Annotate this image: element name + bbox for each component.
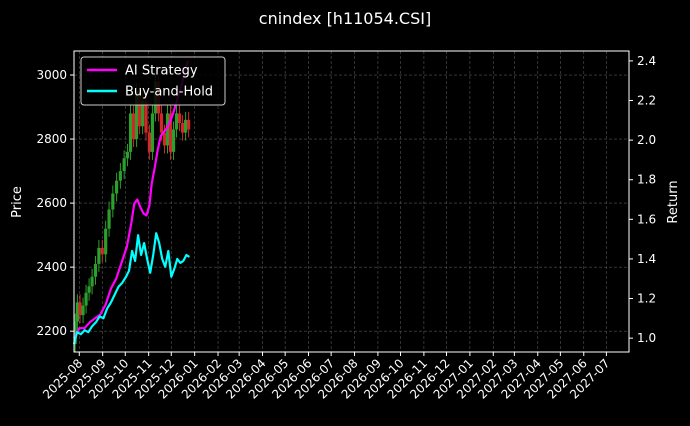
price-candle (84, 292, 88, 306)
price-candle (128, 113, 133, 152)
price-candle (134, 91, 139, 140)
chart-title: cnindex [h11054.CSI] (259, 9, 431, 28)
price-candle (75, 302, 79, 322)
y-axis-right: 1.0 1.2 1.4 1.6 1.8 2.0 2.2 2.4 (629, 54, 656, 345)
y-right-tick-label: 2.0 (637, 133, 656, 147)
y-axis-right-label: Return (666, 180, 681, 223)
y-right-tick-label: 1.8 (637, 173, 656, 187)
price-candle (180, 123, 185, 133)
price-candle (147, 132, 152, 152)
price-candle (87, 286, 91, 293)
x-axis: 2025-082025-092025-102025-112025-122026-… (40, 352, 612, 402)
price-candle (118, 171, 122, 181)
y-left-tick-label: 2600 (36, 196, 67, 210)
price-candle (174, 113, 179, 130)
price-candle (171, 129, 176, 152)
price-candle (93, 263, 98, 277)
legend-label: Buy-and-Hold (125, 85, 213, 100)
y-right-tick-label: 2.2 (637, 94, 656, 108)
y-left-tick-label: 2200 (36, 324, 67, 338)
y-left-tick-label: 3000 (36, 68, 67, 82)
price-candle (184, 119, 188, 133)
price-candle (90, 276, 94, 287)
price-candle (104, 228, 108, 255)
price-candle (78, 302, 82, 316)
price-candle (138, 91, 142, 127)
price-candle (73, 321, 77, 344)
y-right-tick-label: 1.2 (637, 292, 656, 306)
return-series (72, 60, 190, 345)
price-candle (131, 113, 136, 140)
y-left-tick-label: 2400 (36, 260, 67, 274)
price-candle (125, 151, 130, 159)
series-line-ai-strategy (73, 60, 189, 339)
plot-frame (73, 50, 630, 353)
price-candle (100, 247, 104, 255)
legend: AI Strategy Buy-and-Hold (80, 56, 226, 106)
price-candle (141, 100, 145, 127)
y-axis-left-label: Price (10, 186, 25, 218)
price-candle (187, 119, 191, 130)
price-candle (111, 193, 115, 210)
y-right-tick-label: 1.0 (637, 331, 656, 345)
price-candle (107, 209, 111, 229)
y-right-tick-label: 1.6 (637, 212, 656, 226)
price-candle (97, 247, 101, 264)
y-axis-left: 2200 2400 2600 2800 3000 (36, 68, 74, 338)
price-candle (159, 113, 164, 133)
y-left-tick-label: 2800 (36, 132, 67, 146)
series-line-buy-and-hold (72, 232, 190, 345)
price-candle (150, 113, 155, 152)
price-candle (144, 100, 148, 133)
price-candle (168, 113, 173, 152)
price-candle (81, 305, 85, 316)
price-candle (115, 180, 119, 194)
legend-label: AI Strategy (125, 64, 198, 79)
price-candle (165, 113, 170, 146)
y-right-tick-label: 1.4 (637, 252, 656, 266)
y-right-tick-label: 2.4 (637, 54, 656, 68)
price-candle (177, 113, 182, 124)
price-candle (122, 158, 126, 172)
price-candle (162, 132, 167, 146)
